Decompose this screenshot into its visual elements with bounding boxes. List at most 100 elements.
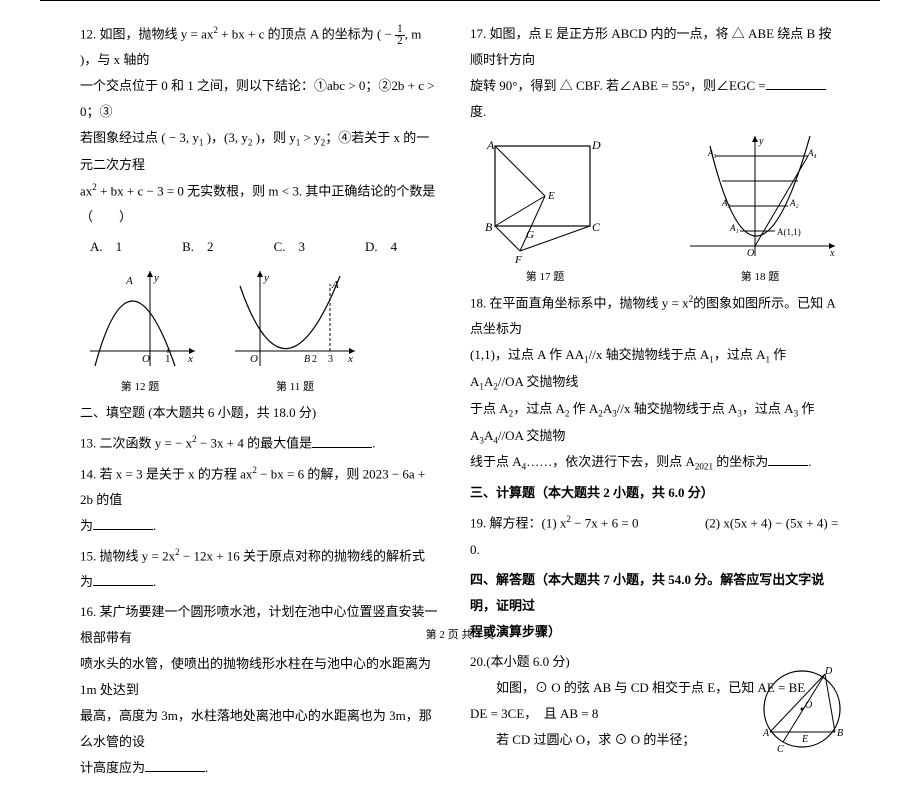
svg-text:C: C [592, 220, 601, 234]
q15-text: 为 [80, 574, 93, 589]
q12-text: + bx + c 的顶点 A 的坐标为 ( − [218, 26, 395, 41]
question-14: 14. 若 x = 3 是关于 x 的方程 ax2 − bx = 6 的解，则 … [80, 461, 440, 539]
section-2-title: 二、填空题 (本大题共 6 小题，共 18.0 分) [80, 400, 440, 426]
q18-text: A [603, 401, 612, 416]
fig-caption: 第 12 题 [80, 376, 200, 398]
figure-row-right: A D B C E G F 第 17 题 [470, 131, 840, 288]
svg-text:3: 3 [328, 354, 333, 365]
q13-text: − 3x + 4 的最大值是 [197, 436, 312, 451]
svg-text:A₃: A₃ [721, 198, 731, 208]
circled-num: ④ [338, 130, 351, 145]
q18-text: 作 A [569, 401, 598, 416]
figure-11: y O B 2 3 x A 第 11 题 [230, 266, 360, 398]
question-17: 17. 如图，点 E 是正方形 ABCD 内的一点，将 △ ABE 绕点 B 按… [470, 21, 840, 125]
q12-text: 一个交点位于 0 和 1 之间，则以下结论： [80, 78, 314, 93]
q12-text: abc > 0； [327, 78, 378, 93]
q18-text: //OA 交抛物线 [498, 374, 579, 389]
svg-text:O: O [747, 248, 754, 259]
q16-text: 喷水头的水管，使喷出的抛物线形水柱在与池中心的水距离为 1m 处达到 [80, 656, 431, 697]
svg-text:A₅: A₅ [707, 148, 717, 158]
q20-text: 若 CD 过圆心 O，求 ⊙ O 的半径； [470, 732, 695, 747]
q14-text: 14. 若 x = 3 是关于 x 的方程 ax [80, 466, 252, 481]
parabola-up-icon: y O B 2 3 x A [230, 266, 360, 376]
blank [145, 759, 205, 772]
question-19: 19. 解方程：(1) x2 − 7x + 6 = 0 (2) x(5x + 4… [470, 510, 840, 562]
svg-text:C: C [777, 744, 784, 755]
opt-c: C. 3 [274, 234, 305, 260]
figure-17: A D B C E G F 第 17 题 [470, 131, 620, 288]
q19-text: 19. 解方程：(1) x [470, 516, 566, 531]
q18-text: 18. 在平面直角坐标系中，抛物线 y = x [470, 295, 689, 310]
svg-text:D: D [824, 666, 833, 677]
blank [766, 77, 826, 90]
fig-caption: 第 18 题 [680, 266, 840, 288]
q12-text: 12. 如图，抛物线 y = ax [80, 26, 213, 41]
svg-text:1: 1 [165, 353, 171, 365]
svg-text:B: B [304, 354, 310, 365]
q18-text: (1,1)，过点 A 作 AA [470, 347, 584, 362]
q17-text: 17. 如图，点 E 是正方形 ABCD 内的一点，将 △ ABE 绕点 B 按… [470, 26, 831, 67]
q18-text: ，过点 A [742, 401, 794, 416]
svg-text:A: A [486, 138, 495, 152]
sec4-text: 四、解答题（本大题共 7 小题，共 54.0 分。解答应写出文字说明，证明过 [470, 572, 824, 613]
page-content: 12. 如图，抛物线 y = ax2 + bx + c 的顶点 A 的坐标为 (… [40, 0, 880, 795]
q12-text: ； [325, 130, 338, 145]
svg-text:x: x [347, 353, 353, 365]
opt-d: D. 4 [365, 234, 397, 260]
svg-text:O: O [142, 353, 150, 365]
q16-text: 计高度应为 [80, 760, 145, 775]
q15-text: . [153, 574, 156, 589]
svg-text:F: F [514, 254, 522, 266]
svg-text:A: A [331, 279, 339, 291]
svg-text:A: A [125, 275, 133, 287]
q18-text: A [484, 374, 493, 389]
svg-text:y: y [263, 272, 269, 284]
opt-a: A. 1 [90, 234, 122, 260]
q12-text: )，则 y [252, 130, 295, 145]
opt-b: B. 2 [182, 234, 213, 260]
q18-text: 线于点 A [470, 454, 522, 469]
figure-18: y O x A(1,1) A₁ A₃ A₅ A₂ A₄ 第 18 题 [680, 131, 840, 288]
fig-caption: 第 17 题 [470, 266, 620, 288]
q16-text: . [205, 760, 208, 775]
svg-text:A₂: A₂ [789, 198, 799, 208]
q18-text: //x 轴交抛物线于点 A [617, 401, 738, 416]
section-3-title: 三、计算题（本大题共 2 小题，共 6.0 分） [470, 480, 840, 506]
svg-text:E: E [547, 190, 555, 202]
right-column: 17. 如图，点 E 是正方形 ABCD 内的一点，将 △ ABE 绕点 B 按… [470, 21, 840, 785]
question-18: 18. 在平面直角坐标系中，抛物线 y = x2的图象如图所示。已知 A 点坐标… [470, 290, 840, 476]
svg-text:x: x [829, 248, 835, 259]
q18-text: //x 轴交抛物线于点 A [589, 347, 710, 362]
q18-text: ，过点 A [714, 347, 766, 362]
circled-num: ② [378, 78, 391, 93]
svg-text:O: O [250, 353, 258, 365]
q17-text: 度. [470, 104, 486, 119]
svg-text:B: B [837, 728, 843, 739]
svg-text:A₁: A₁ [729, 223, 739, 233]
q18-text: ，过点 A [513, 401, 565, 416]
q16-text: 最高，高度为 3m，水柱落地处离池中心的水距离也为 3m，那么水管的设 [80, 708, 432, 749]
q12-text: )，(3, y [203, 130, 247, 145]
blank [93, 573, 153, 586]
svg-text:D: D [591, 138, 601, 152]
svg-text:y: y [758, 136, 764, 147]
q12-text: ax [80, 183, 92, 198]
svg-text:B: B [485, 220, 493, 234]
question-12: 12. 如图，抛物线 y = ax2 + bx + c 的顶点 A 的坐标为 (… [80, 21, 440, 230]
q15-text: − 12x + 16 关于原点对称的抛物线的解析式 [180, 548, 425, 563]
q14-text: 为 [80, 518, 93, 533]
q18-text: . [808, 454, 811, 469]
blank [93, 517, 153, 530]
q18-text: //OA 交抛物 [498, 428, 566, 443]
q12-text: + bx + c − 3 = 0 无实数根，则 m < 3. 其中正确结论的个数… [80, 183, 435, 224]
fraction: 12 [395, 24, 405, 47]
q12-text: > y [300, 130, 320, 145]
q18-text: 的坐标为 [713, 454, 768, 469]
figure-row-left: A y O 1 x 第 12 题 y O [80, 266, 440, 398]
blank [768, 453, 808, 466]
svg-text:A: A [762, 728, 770, 739]
figure-12: A y O 1 x 第 12 题 [80, 266, 200, 398]
svg-text:O: O [805, 700, 812, 711]
blank [312, 435, 372, 448]
question-20: 20.(本小题 6.0 分) 如图，⊙ O 的弦 AB 与 CD 相交于点 E，… [470, 649, 840, 753]
